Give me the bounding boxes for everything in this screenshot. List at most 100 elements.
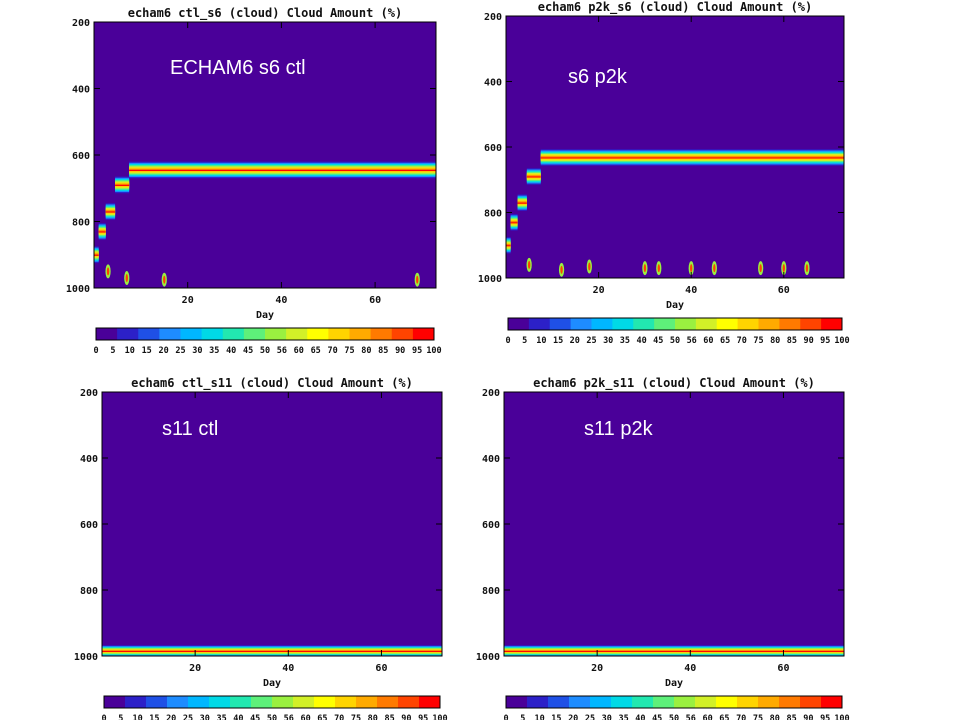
label-s6-p2k: s6 p2k — [568, 66, 627, 88]
colorbar-swatch — [633, 318, 655, 330]
colorbar-tick-label: 15 — [551, 714, 561, 720]
colorbar-tick-label: 20 — [568, 714, 578, 720]
y-tick-label: 200 — [482, 388, 500, 399]
colorbar-tick-label: 45 — [243, 346, 253, 356]
cloud-spot-core — [782, 264, 786, 273]
colorbar-tick-label: 65 — [317, 714, 327, 720]
colorbar-swatch — [104, 696, 126, 708]
colorbar-tick-label: 0 — [503, 714, 508, 720]
chart-svg-p2k-s6: echam6 p2k_s6 (cloud) Cloud Amount (%) 20… — [478, 0, 850, 346]
colorbar-frame — [103, 695, 441, 709]
colorbar-swatch — [549, 318, 572, 330]
colorbar-tick-label: 100 — [432, 714, 447, 720]
colorbar-tick-label: 90 — [803, 336, 813, 346]
colorbar-swatch — [243, 328, 266, 340]
colorbar-swatch — [391, 328, 414, 340]
y-tick-label: 400 — [80, 454, 98, 465]
colorbar-tick-label: 70 — [334, 714, 344, 720]
colorbar-swatch — [800, 318, 822, 330]
cloud-spot-core — [713, 264, 716, 273]
colorbar-tick-label: 5 — [118, 714, 123, 720]
colorbar-tick-label: 100 — [834, 714, 849, 720]
cloud-spot-core — [588, 262, 591, 271]
colorbar-tick-label: 65 — [311, 346, 321, 356]
colorbar-swatch — [146, 696, 168, 708]
y-tick-label: 1000 — [66, 284, 90, 295]
colorbar-tick-label: 45 — [250, 714, 260, 720]
x-tick-label: 40 — [275, 295, 287, 306]
colorbar-tick-label: 35 — [209, 346, 219, 356]
colorbar-swatch — [716, 318, 739, 330]
colorbar-tick-label: 80 — [361, 346, 371, 356]
x-tick-label: 40 — [282, 663, 294, 674]
colorbar-tick-label: 10 — [534, 714, 544, 720]
colorbar-swatch — [758, 696, 780, 708]
colorbar-swatch — [737, 318, 759, 330]
y-tick-label: 600 — [482, 520, 500, 531]
colorbar-tick-label: 25 — [585, 714, 595, 720]
colorbar-tick-label: 95 — [418, 714, 428, 720]
colorbar-tick-label: 40 — [233, 714, 243, 720]
colorbar-swatch — [758, 318, 780, 330]
chart-svg-p2k-s11: echam6 p2k_s11 (cloud) Cloud Amount (%) 2… — [476, 376, 850, 720]
colorbar-tick-label: 85 — [786, 714, 796, 720]
cloud-spot-core — [690, 264, 693, 273]
colorbar-swatch — [654, 318, 676, 330]
colorbar-tick-label: 56 — [687, 336, 697, 346]
colorbar-frame — [507, 317, 843, 331]
chart-panel-p2k-s6: echam6 p2k_s6 (cloud) Cloud Amount (%) 20… — [466, 0, 864, 360]
colorbar-swatch — [159, 328, 181, 340]
colorbar-tick-label: 75 — [753, 714, 763, 720]
cloud-spot-core — [416, 275, 419, 284]
colorbar-swatch — [167, 696, 189, 708]
cloud-layer-band — [540, 157, 844, 159]
colorbar-tick-label: 25 — [175, 346, 185, 356]
x-tick-label: 60 — [778, 285, 790, 296]
y-tick-label: 400 — [484, 78, 502, 89]
colorbar-tick-label: 56 — [277, 346, 287, 356]
x-tick-label: 20 — [591, 663, 603, 674]
colorbar-tick-label: 65 — [720, 336, 730, 346]
colorbar-frame — [95, 327, 435, 341]
colorbar-swatch — [653, 696, 675, 708]
colorbar-swatch — [293, 696, 315, 708]
x-tick-label: 40 — [685, 285, 697, 296]
plot-area — [94, 22, 436, 288]
cloud-layer-band — [115, 184, 130, 186]
y-tick-label: 800 — [80, 586, 98, 597]
plot-area — [506, 16, 844, 278]
colorbar-swatch — [272, 696, 294, 708]
colorbar-swatch — [328, 328, 350, 340]
chart-svg-ctl-s6: echam6 ctl_s6 (cloud) Cloud Amount (%) 20… — [66, 6, 442, 356]
colorbar-tick-label: 15 — [149, 714, 159, 720]
colorbar-tick-label: 45 — [652, 714, 662, 720]
cloud-layer-band — [105, 211, 116, 213]
colorbar-swatch — [695, 318, 718, 330]
colorbar-swatch — [506, 696, 528, 708]
y-tick-label: 600 — [80, 520, 98, 531]
colorbar-tick-label: 35 — [620, 336, 630, 346]
colorbar-swatch — [180, 328, 203, 340]
colorbar-tick-label: 25 — [586, 336, 596, 346]
label-s11-ctl: s11 ctl — [162, 418, 219, 440]
x-tick-label: 40 — [684, 663, 696, 674]
chart-panel-p2k-s11: echam6 p2k_s11 (cloud) Cloud Amount (%) 2… — [466, 374, 864, 720]
colorbar-swatch — [674, 696, 696, 708]
y-tick-label: 600 — [72, 151, 90, 162]
colorbar-swatch — [508, 318, 530, 330]
colorbar-tick-label: 80 — [770, 336, 780, 346]
colorbar-swatch — [548, 696, 570, 708]
y-tick-label: 1000 — [74, 652, 98, 663]
colorbar-tick-label: 50 — [267, 714, 277, 720]
colorbar-tick-label: 90 — [395, 346, 405, 356]
cloud-layer-band — [510, 221, 518, 224]
colorbar-swatch — [590, 696, 612, 708]
colorbar-tick-label: 65 — [719, 714, 729, 720]
cloud-layer-band — [94, 254, 99, 256]
colorbar-tick-label: 85 — [384, 714, 394, 720]
colorbar-swatch — [209, 696, 231, 708]
colorbar-tick-label: 95 — [412, 346, 422, 356]
chart-title: echam6 p2k_s6 (cloud) Cloud Amount (%) — [538, 0, 813, 15]
cloud-layer-band — [506, 245, 511, 247]
colorbar-tick-label: 60 — [703, 336, 713, 346]
